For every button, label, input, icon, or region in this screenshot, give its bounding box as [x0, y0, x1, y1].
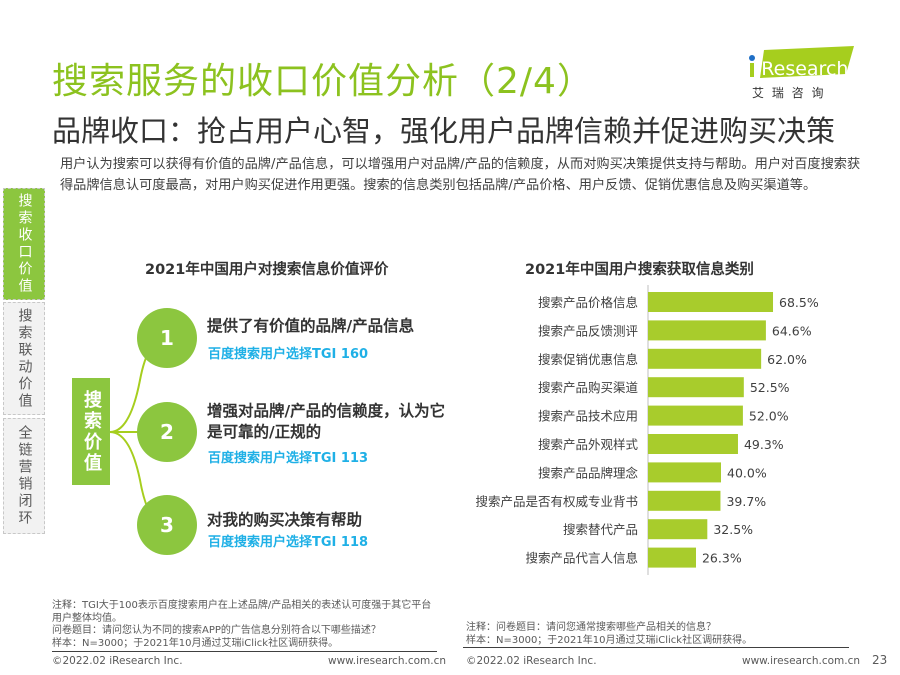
left-footer-url[interactable]: www.iresearch.com.cn: [328, 655, 447, 667]
category-label: 搜索产品外观样式: [538, 437, 639, 452]
category-label: 搜索产品反馈测评: [538, 323, 638, 338]
right-footer-copyright: ©2022.02 iResearch Inc.: [466, 655, 597, 667]
category-label: 搜索产品是否有权威专业背书: [475, 494, 638, 509]
bar: [648, 320, 766, 341]
value-label: 62.0%: [767, 352, 807, 367]
right-notes: 注释：问卷题目：请问您通常搜索哪些产品相关的信息？ 样本：N=3000；于202…: [466, 622, 851, 647]
tgi-item-1: 百度搜索用户选择TGI 160: [208, 347, 369, 362]
intro-paragraph: 用户认为搜索可以获得有价值的品牌/产品信息，可以增强用户对品牌/产品的信赖度，从…: [60, 157, 861, 193]
bar: [648, 292, 774, 312]
bar: [648, 434, 738, 454]
page-title: 搜索服务的收口价值分析（2/4）: [52, 61, 594, 102]
category-label: 搜索产品代言人信息: [525, 551, 638, 566]
value-label: 39.7%: [726, 494, 766, 509]
bar: [648, 547, 696, 568]
category-label: 搜索产品购买渠道: [538, 380, 639, 395]
right-note-2: 样本：N=3000；于2021年10月通过艾瑞iClick社区调研获得。: [466, 634, 753, 646]
value-item-3: 对我的购买决策有帮助: [207, 511, 363, 529]
value-label: 32.5%: [713, 522, 753, 537]
bar: [648, 490, 721, 511]
right-divider: [463, 647, 849, 648]
value-label: 68.5%: [779, 295, 819, 310]
item-number-1: 1: [137, 308, 197, 368]
value-label: 52.0%: [749, 409, 789, 424]
value-label: 26.3%: [702, 551, 742, 566]
sidebar-item-full-chain-marketing[interactable]: 全链营销闭环: [3, 418, 45, 534]
sidebar-item-search-closing-value[interactable]: 搜索收口价值: [3, 188, 45, 300]
left-divider: [52, 651, 437, 652]
value-label: 49.3%: [744, 437, 784, 452]
left-note-2: 问卷题目：请问您认为不同的搜索APP的广告信息分别符合以下哪些描述？: [52, 625, 381, 636]
page-subtitle: 品牌收口：抢占用户心智，强化用户品牌信赖并促进购买决策: [52, 114, 836, 148]
search-value-box: 搜索价值: [72, 378, 110, 485]
left-chart-title: 2021年中国用户对搜索信息价值评价: [145, 262, 389, 278]
item-number-2: 2: [137, 402, 197, 462]
value-label: 64.6%: [772, 323, 812, 338]
value-label: 40.0%: [727, 465, 767, 480]
tgi-item-2: 百度搜索用户选择TGI 113: [208, 451, 369, 466]
right-chart-title: 2021年中国用户搜索获取信息类别: [525, 262, 754, 278]
tgi-item-3: 百度搜索用户选择TGI 118: [208, 535, 369, 550]
value-label: 52.5%: [750, 380, 790, 395]
left-footer-copyright: ©2022.02 iResearch Inc.: [52, 655, 183, 667]
bar: [648, 377, 744, 398]
logo-graphic: iResearch 艾 瑞 咨 询: [749, 46, 854, 100]
category-label: 搜索产品品牌理念: [538, 465, 639, 480]
right-footer-url[interactable]: www.iresearch.com.cn: [742, 655, 861, 667]
item-number-3: 3: [137, 495, 197, 555]
info-category-bar-chart: 搜索产品价格信息 68.5% 搜索产品反馈测评 64.6% 搜索促销优惠信息 62.0% 搜…: [475, 285, 819, 575]
left-note-3: 样本：N=3000；于2021年10月通过艾瑞iClick社区调研获得。: [52, 637, 339, 649]
left-notes: 注释：TGI大于100表示百度搜索用户在上述品牌/产品相关的表述认可度强于其它平…: [52, 600, 437, 650]
sidebar-item-search-linkage-value[interactable]: 搜索联动价值: [3, 302, 45, 415]
left-note-1: 注释：TGI大于100表示百度搜索用户在上述品牌/产品相关的表述认可度强于其它平…: [52, 600, 432, 624]
category-label: 搜索产品价格信息: [538, 295, 638, 310]
bar: [648, 405, 743, 426]
page-number: 23: [872, 653, 888, 667]
category-label: 搜索产品技术应用: [538, 409, 638, 424]
bar: [648, 462, 721, 483]
right-note-1: 注释：问卷题目：请问您通常搜索哪些产品相关的信息？: [466, 622, 716, 633]
category-label: 搜索替代产品: [563, 522, 638, 537]
value-item-2: 增强对品牌/产品的信赖度，认为它是可靠的/正规的: [207, 402, 446, 441]
logo-cn: 艾 瑞 咨 询: [752, 85, 825, 100]
bar: [648, 519, 708, 540]
category-label: 搜索促销优惠信息: [538, 352, 638, 367]
logo-brand: iResearch: [756, 58, 848, 80]
value-item-1: 提供了有价值的品牌/产品信息: [207, 317, 415, 335]
bar: [648, 348, 762, 369]
iresearch-logo: iResearch 艾 瑞 咨 询: [742, 44, 854, 100]
